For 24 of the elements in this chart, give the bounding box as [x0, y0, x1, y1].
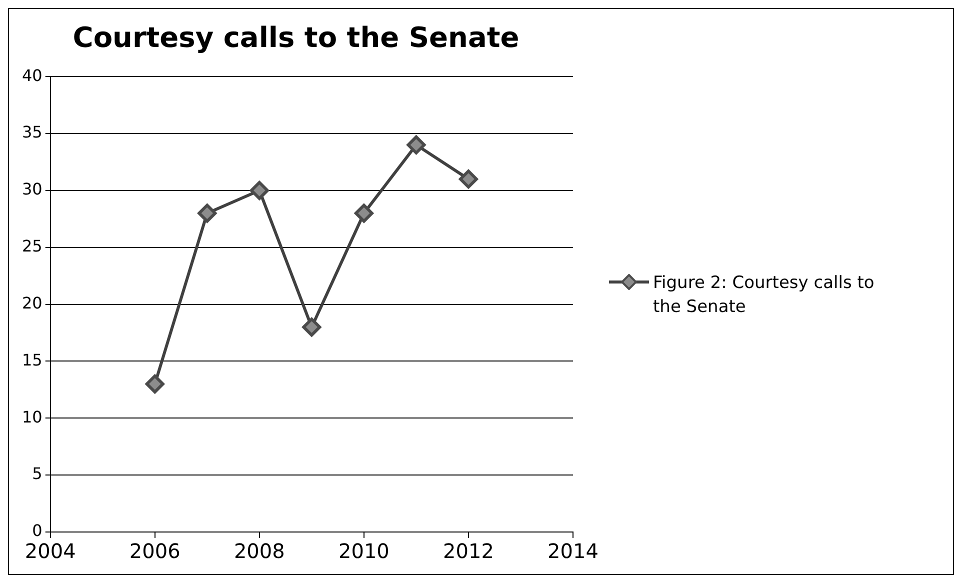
x-tick-label: 2006: [129, 539, 180, 564]
point: [406, 135, 426, 154]
point: [354, 204, 374, 223]
y-tick-label: 35: [22, 122, 42, 142]
point: [145, 374, 164, 394]
y-tick-label: 30: [22, 180, 42, 199]
x-tick-label: 2010: [338, 539, 390, 564]
y-tick-label: 25: [22, 236, 42, 256]
x-tick-label: 2012: [443, 539, 494, 564]
point: [302, 318, 322, 337]
y-tick-label: 40: [22, 66, 42, 85]
x-tick-label: 2004: [24, 539, 76, 564]
legend-label: Figure 2: Courtesy calls to the Senate: [653, 272, 876, 319]
point: [458, 170, 478, 189]
y-tick-label: 10: [22, 407, 42, 426]
x-tick-label: 2014: [548, 539, 598, 564]
point: [250, 180, 269, 200]
point: [198, 204, 217, 223]
y-tick-label: 0: [32, 521, 42, 540]
y-tick-label: 15: [22, 350, 42, 370]
y-tick-label: 5: [32, 464, 42, 484]
y-tick-label: 20: [22, 293, 42, 312]
x-tick-label: 2008: [234, 539, 285, 564]
chart-title: Courtesy calls to the Senate: [72, 21, 520, 54]
